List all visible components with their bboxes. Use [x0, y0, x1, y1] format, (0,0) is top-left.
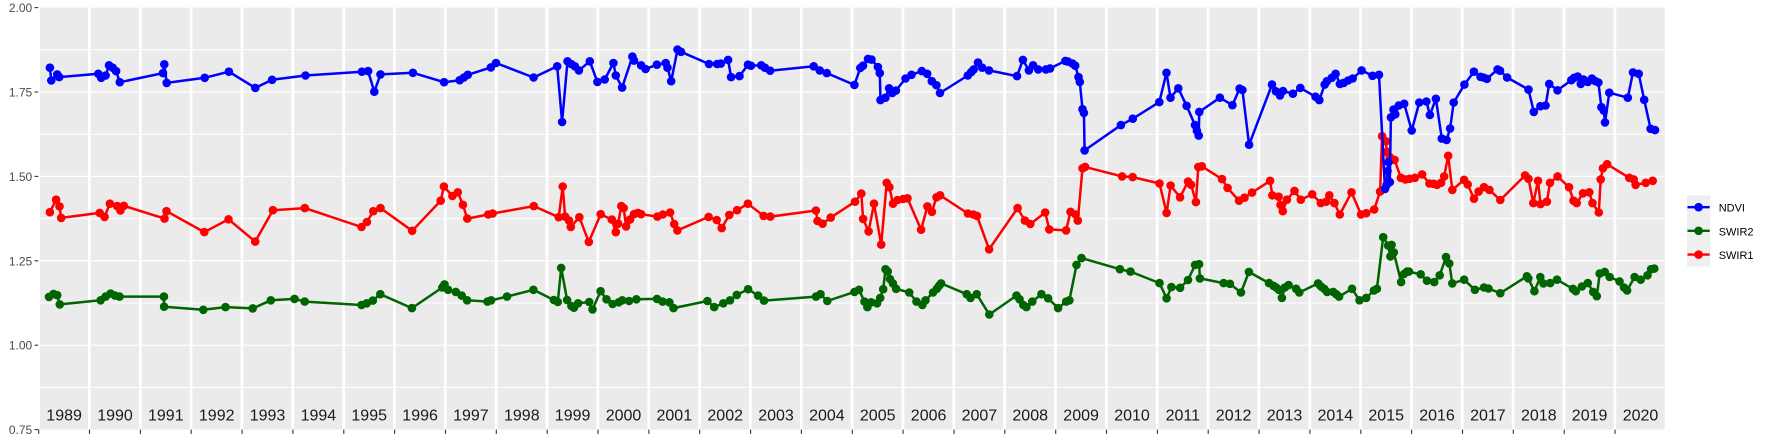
svg-text:1.50: 1.50 [9, 170, 33, 184]
svg-text:1.25: 1.25 [9, 254, 33, 268]
svg-text:1.00: 1.00 [9, 339, 33, 353]
svg-text:1993: 1993 [250, 407, 286, 424]
svg-text:1992: 1992 [199, 407, 235, 424]
svg-text:2008: 2008 [1012, 407, 1048, 424]
svg-text:2017: 2017 [1470, 407, 1506, 424]
svg-text:2012: 2012 [1216, 407, 1252, 424]
svg-text:SWIR1: SWIR1 [1719, 250, 1754, 262]
svg-text:1995: 1995 [351, 407, 387, 424]
svg-text:1991: 1991 [148, 407, 184, 424]
svg-text:2000: 2000 [606, 407, 642, 424]
svg-text:NDVI: NDVI [1719, 203, 1745, 215]
svg-text:2004: 2004 [809, 407, 845, 424]
svg-text:2018: 2018 [1521, 407, 1557, 424]
svg-text:2013: 2013 [1267, 407, 1303, 424]
svg-text:2005: 2005 [860, 407, 896, 424]
svg-text:1994: 1994 [301, 407, 337, 424]
svg-text:2019: 2019 [1572, 407, 1608, 424]
svg-text:2003: 2003 [758, 407, 794, 424]
svg-text:2007: 2007 [962, 407, 998, 424]
svg-text:2.00: 2.00 [9, 1, 33, 15]
svg-text:2020: 2020 [1623, 407, 1659, 424]
svg-text:2006: 2006 [911, 407, 947, 424]
svg-text:1999: 1999 [555, 407, 591, 424]
svg-text:SWIR2: SWIR2 [1719, 226, 1754, 238]
svg-text:2009: 2009 [1063, 407, 1099, 424]
svg-text:1997: 1997 [453, 407, 489, 424]
svg-text:1.75: 1.75 [9, 86, 33, 100]
svg-text:2010: 2010 [1114, 407, 1150, 424]
svg-text:2001: 2001 [657, 407, 693, 424]
svg-text:2015: 2015 [1368, 407, 1404, 424]
svg-text:1998: 1998 [504, 407, 540, 424]
svg-text:2011: 2011 [1166, 407, 1201, 424]
svg-text:2016: 2016 [1419, 407, 1455, 424]
svg-text:2002: 2002 [707, 407, 743, 424]
svg-text:0.75: 0.75 [9, 423, 33, 437]
svg-text:1989: 1989 [46, 407, 82, 424]
svg-text:1996: 1996 [402, 407, 438, 424]
svg-text:1990: 1990 [97, 407, 133, 424]
svg-text:2014: 2014 [1318, 407, 1354, 424]
